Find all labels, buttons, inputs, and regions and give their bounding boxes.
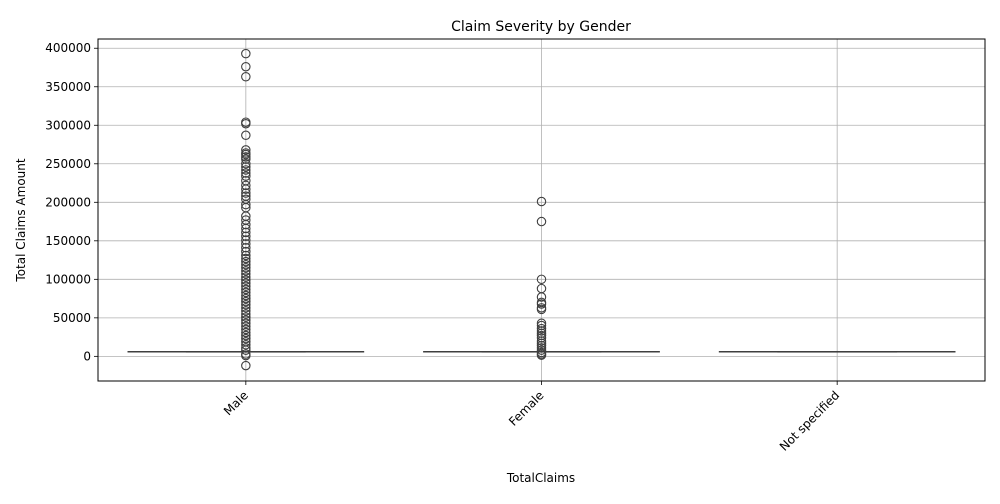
y-axis-label: Total Claims Amount <box>14 158 28 282</box>
x-axis-ticks: Male Female Not specified <box>221 381 842 454</box>
x-tick-label: Not specified <box>777 388 842 453</box>
y-tick-label: 0 <box>83 349 91 363</box>
outliers-layer <box>242 49 546 369</box>
y-tick-label: 150000 <box>45 234 91 248</box>
y-axis-ticks: 0 50000 100000 150000 200000 250000 300000 3500… <box>45 41 98 363</box>
x-tick-label: Female <box>506 388 547 429</box>
chart-title: Claim Severity by Gender <box>451 19 631 35</box>
y-tick-label: 50000 <box>53 311 91 325</box>
y-tick-label: 100000 <box>45 272 91 286</box>
x-tick-label: Male <box>221 388 251 418</box>
y-tick-label: 300000 <box>45 118 91 132</box>
y-tick-label: 350000 <box>45 80 91 94</box>
y-tick-label: 250000 <box>45 157 91 171</box>
y-tick-label: 400000 <box>45 41 91 55</box>
x-axis-label: TotalClaims <box>506 471 575 485</box>
y-tick-label: 200000 <box>45 195 91 209</box>
